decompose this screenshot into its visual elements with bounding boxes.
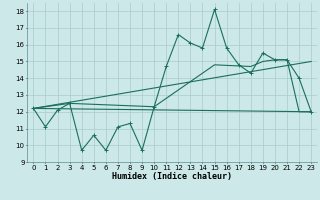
X-axis label: Humidex (Indice chaleur): Humidex (Indice chaleur)	[112, 172, 232, 181]
